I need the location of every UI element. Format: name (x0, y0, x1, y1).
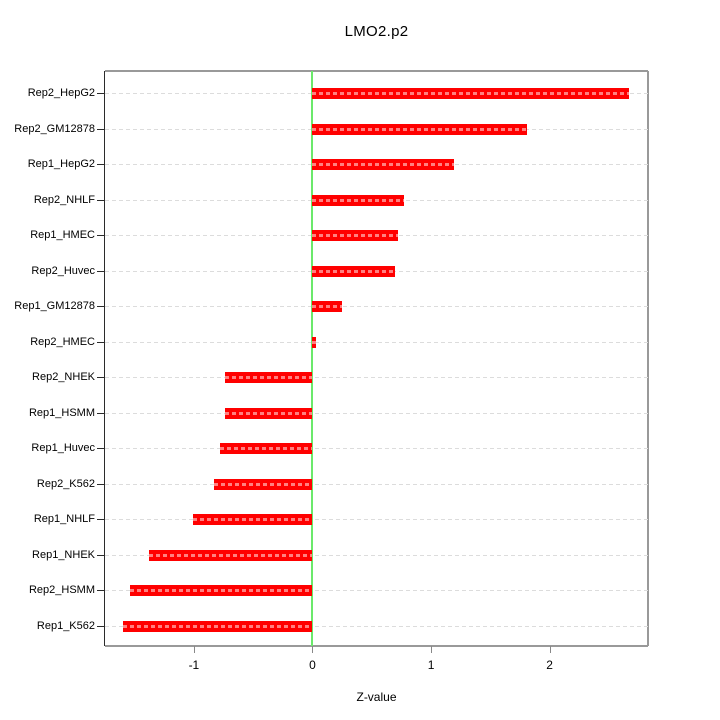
gridline (105, 626, 648, 627)
x-axis-title: Z-value (356, 690, 397, 704)
bar-hatch-pattern (312, 234, 398, 238)
gridline (105, 554, 648, 556)
x-tick-label: 0 (309, 658, 316, 672)
y-axis-label: Rep1_Huvec (31, 442, 95, 455)
bar-hatch-pattern (312, 127, 528, 131)
bar-hatch-pattern (220, 447, 313, 451)
y-axis-line (104, 71, 105, 646)
y-tick (97, 199, 104, 201)
x-tick-label: -1 (188, 658, 200, 672)
bar (129, 585, 313, 597)
gridline (105, 519, 648, 521)
zero-line (311, 71, 314, 646)
y-axis-label: Rep1_K562 (36, 620, 95, 632)
bar (312, 265, 396, 277)
gridline (105, 341, 648, 343)
bar (312, 301, 343, 313)
y-tick (97, 519, 104, 521)
y-axis-label: Rep1_HMEC (30, 229, 95, 242)
y-axis-label: Rep2_HSMM (28, 584, 95, 597)
chart-title: LMO2.p2 (344, 23, 409, 40)
y-tick (97, 341, 104, 343)
x-tick-label: 1 (427, 658, 435, 672)
x-tick (193, 646, 195, 653)
x-tick (431, 646, 433, 653)
gridline (105, 448, 648, 450)
bar-hatch-pattern (148, 553, 313, 557)
bar-hatch-pattern (122, 625, 313, 628)
bar-hatch-pattern (192, 518, 313, 522)
bar-hatch-pattern (224, 376, 313, 380)
bar-hatch-pattern (312, 163, 454, 167)
y-axis-label: Rep1_NHLF (33, 513, 95, 526)
bar (312, 159, 454, 171)
bar-hatch-pattern (129, 589, 313, 593)
bar (312, 336, 317, 348)
bar (220, 443, 313, 455)
y-tick (97, 164, 104, 166)
bar (148, 549, 313, 561)
y-axis-label: Rep1_HSMM (28, 406, 95, 419)
y-tick (97, 448, 104, 450)
y-axis-label: Rep2_GM12878 (14, 122, 95, 135)
bar-hatch-pattern (312, 340, 317, 344)
x-tick (549, 646, 551, 653)
y-tick (97, 270, 104, 272)
y-axis-label: Rep2_HepG2 (27, 87, 95, 99)
bar (312, 230, 398, 242)
y-tick (97, 626, 104, 627)
y-tick (97, 235, 104, 237)
y-axis-label: Rep2_K562 (36, 477, 95, 490)
y-axis-label: Rep2_NHLF (33, 193, 95, 206)
plot-box-right (647, 71, 649, 646)
plot-box-top (105, 70, 648, 72)
bar (224, 372, 313, 384)
gridline (105, 590, 648, 592)
bar (122, 621, 313, 632)
bar (224, 407, 313, 419)
y-axis-label: Rep2_HMEC (30, 335, 95, 348)
gridline (105, 377, 648, 379)
bar (312, 123, 528, 135)
bar-hatch-pattern (312, 269, 396, 273)
y-tick (97, 306, 104, 308)
y-tick (97, 93, 104, 94)
bar-hatch-pattern (312, 92, 630, 95)
bar-hatch-pattern (224, 411, 313, 415)
y-axis-label: Rep1_NHEK (32, 548, 95, 561)
y-axis-label: Rep1_HepG2 (27, 158, 95, 171)
bar (312, 88, 630, 99)
y-axis-label: Rep2_NHEK (32, 371, 95, 384)
y-tick (97, 377, 104, 379)
bar (192, 514, 313, 526)
bar (312, 194, 404, 206)
bar-hatch-pattern (214, 482, 313, 486)
y-tick (97, 412, 104, 414)
x-tick-label: 2 (546, 658, 553, 672)
plot-box-bottom (105, 645, 648, 647)
gridline (105, 306, 648, 308)
bar-hatch-pattern (312, 305, 343, 309)
x-tick (312, 646, 314, 653)
y-tick (97, 483, 104, 485)
bar-hatch-pattern (312, 198, 404, 202)
y-axis-label: Rep2_Huvec (31, 264, 95, 277)
y-tick (97, 554, 104, 556)
gridline (105, 483, 648, 485)
gridline (105, 412, 648, 414)
y-tick (97, 128, 104, 130)
y-axis-label: Rep1_GM12878 (14, 300, 95, 313)
plot-area: Rep2_HepG2 Rep2_GM12878 Rep1_HepG2 Rep2_NHL… (14, 70, 649, 672)
y-tick (97, 590, 104, 592)
bar (214, 478, 313, 490)
